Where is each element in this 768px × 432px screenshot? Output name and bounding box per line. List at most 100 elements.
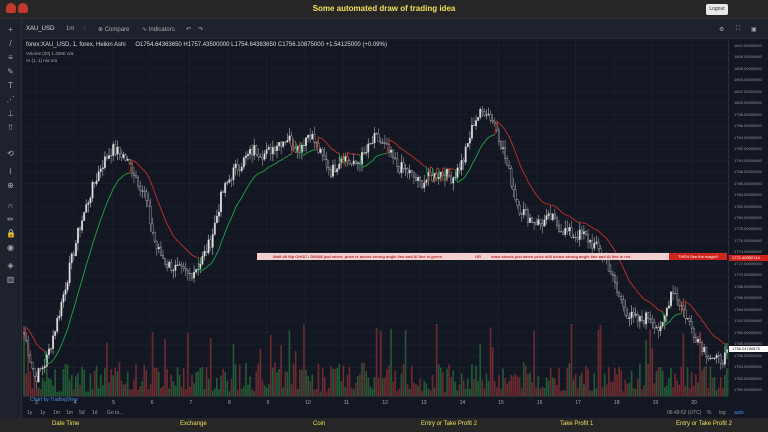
price-chart[interactable] — [23, 40, 728, 396]
candle — [437, 177, 440, 179]
interval-selector[interactable]: 1m — [66, 26, 75, 32]
alert-icon-2[interactable] — [18, 3, 28, 13]
settings-icon[interactable]: ⚙ — [719, 27, 725, 33]
candle — [97, 171, 100, 182]
candle — [278, 142, 281, 147]
tradingview-watermark[interactable]: Chart by TradingView — [30, 397, 78, 403]
candle — [487, 113, 490, 116]
candle — [197, 268, 200, 270]
volume-bar — [48, 378, 50, 396]
range-5[interactable]: 5d — [79, 410, 85, 416]
tab-take-profit-1[interactable]: Take Profit 1 — [560, 421, 594, 427]
alert-icon[interactable] — [6, 3, 16, 13]
log-toggle[interactable]: log — [719, 410, 726, 416]
volume-bar — [688, 388, 691, 396]
candle — [153, 232, 156, 242]
trash-icon[interactable]: ▥ — [6, 275, 15, 284]
pattern-icon[interactable]: ⋰ — [6, 95, 15, 104]
candle — [54, 331, 57, 336]
candle — [435, 173, 438, 179]
volume-bar — [427, 388, 430, 396]
crosshair-icon[interactable]: + — [8, 25, 13, 34]
tab-coin[interactable]: Coin — [313, 421, 326, 427]
time-label: 6 — [150, 400, 154, 406]
volume-bar — [547, 380, 550, 396]
compare-button[interactable]: ⊕ Compare — [98, 27, 130, 33]
tab-entry-2[interactable]: Entry or Take Profit 2 — [676, 421, 732, 427]
symbol-field[interactable]: XAU_USD — [26, 26, 55, 32]
volume-bar — [89, 373, 92, 396]
candle — [23, 332, 25, 334]
trendline-icon[interactable]: / — [9, 39, 12, 48]
ai-line-red — [24, 121, 727, 357]
back-icon[interactable]: ⟲ — [7, 149, 14, 158]
arrow-icon[interactable]: ⇧ — [7, 123, 14, 132]
range-6[interactable]: 1d — [92, 410, 98, 416]
candle — [83, 212, 86, 221]
volume-bar — [452, 370, 455, 396]
candle — [624, 306, 627, 316]
candle — [361, 152, 363, 165]
range-4[interactable]: 1m — [66, 410, 73, 416]
volume-bar — [636, 379, 639, 396]
volume-bar — [628, 382, 631, 396]
volume-bar — [39, 388, 42, 396]
text-icon[interactable]: T — [8, 81, 13, 90]
price-label: 1778.00000000 — [734, 226, 762, 232]
candle — [284, 141, 287, 143]
time-axis[interactable]: 3 4 5 6 7 8 9 10 11 12 13 14 15 16 17 18 19 20 — [23, 396, 728, 408]
ruler-icon[interactable]: ⌇ — [8, 167, 13, 176]
fib-icon[interactable]: ≡ — [8, 53, 13, 62]
volume-bar — [203, 389, 206, 396]
candle — [317, 142, 320, 153]
candle-type-icon[interactable]: ⫶ — [84, 26, 86, 32]
volume-bar — [607, 367, 610, 396]
candle — [551, 213, 554, 220]
zoom-icon[interactable]: ⊕ — [7, 181, 14, 190]
range-2[interactable]: 1y — [40, 410, 46, 416]
goto-button[interactable]: Go to... — [107, 410, 124, 416]
candle — [620, 296, 623, 300]
volume-bar — [682, 333, 685, 396]
undo-icon[interactable]: ↶ — [186, 27, 192, 33]
candle — [273, 147, 276, 152]
redo-icon[interactable]: ↷ — [198, 27, 204, 33]
snapshot-icon[interactable]: ▣ — [751, 27, 757, 33]
tab-exchange[interactable]: Exchange — [180, 421, 207, 427]
lock-icon[interactable]: 🔒 — [6, 229, 16, 238]
range-3[interactable]: 1m — [53, 410, 60, 416]
tab-entry-1[interactable]: Entry or Take Profit 2 — [421, 421, 477, 427]
logout-button[interactable]: Logout — [706, 4, 728, 15]
candle — [483, 111, 486, 116]
volume-bar — [334, 368, 336, 396]
eye-icon[interactable]: ◉ — [7, 243, 14, 252]
pencil-icon[interactable]: ✏ — [7, 215, 14, 224]
indicators-button[interactable]: ∿ Indicators — [142, 27, 175, 33]
price-axis[interactable]: 1810.00000000 1808.00000000 1806.00000000 1… — [728, 40, 768, 396]
percent-toggle[interactable]: % — [707, 410, 712, 416]
volume-bar — [95, 365, 98, 396]
time-label: 4 — [73, 400, 77, 406]
layers-icon[interactable]: ◈ — [7, 261, 14, 270]
candle — [215, 215, 218, 224]
volume-bar — [711, 377, 714, 396]
compare-label: Compare — [104, 27, 130, 33]
auto-toggle[interactable]: auto — [734, 410, 744, 416]
range-1[interactable]: 1y — [27, 410, 33, 416]
fullscreen-icon[interactable]: ⛶ — [736, 26, 741, 32]
volume-bar — [292, 363, 295, 396]
volume-bar — [707, 388, 710, 396]
candle — [249, 149, 251, 155]
volume-bar — [357, 376, 359, 396]
volume-bar — [311, 374, 314, 396]
measure-icon[interactable]: ⊥ — [7, 109, 14, 118]
candle — [674, 293, 677, 295]
volume-bar — [182, 367, 185, 396]
volume-bar — [162, 385, 164, 396]
volume-bar — [717, 387, 720, 396]
brush-icon[interactable]: ✎ — [7, 67, 14, 76]
tab-date-time[interactable]: Date Time — [52, 421, 80, 427]
volume-bar — [97, 388, 100, 396]
volume-bar — [31, 388, 34, 396]
magnet-icon[interactable]: ∩ — [7, 201, 14, 210]
